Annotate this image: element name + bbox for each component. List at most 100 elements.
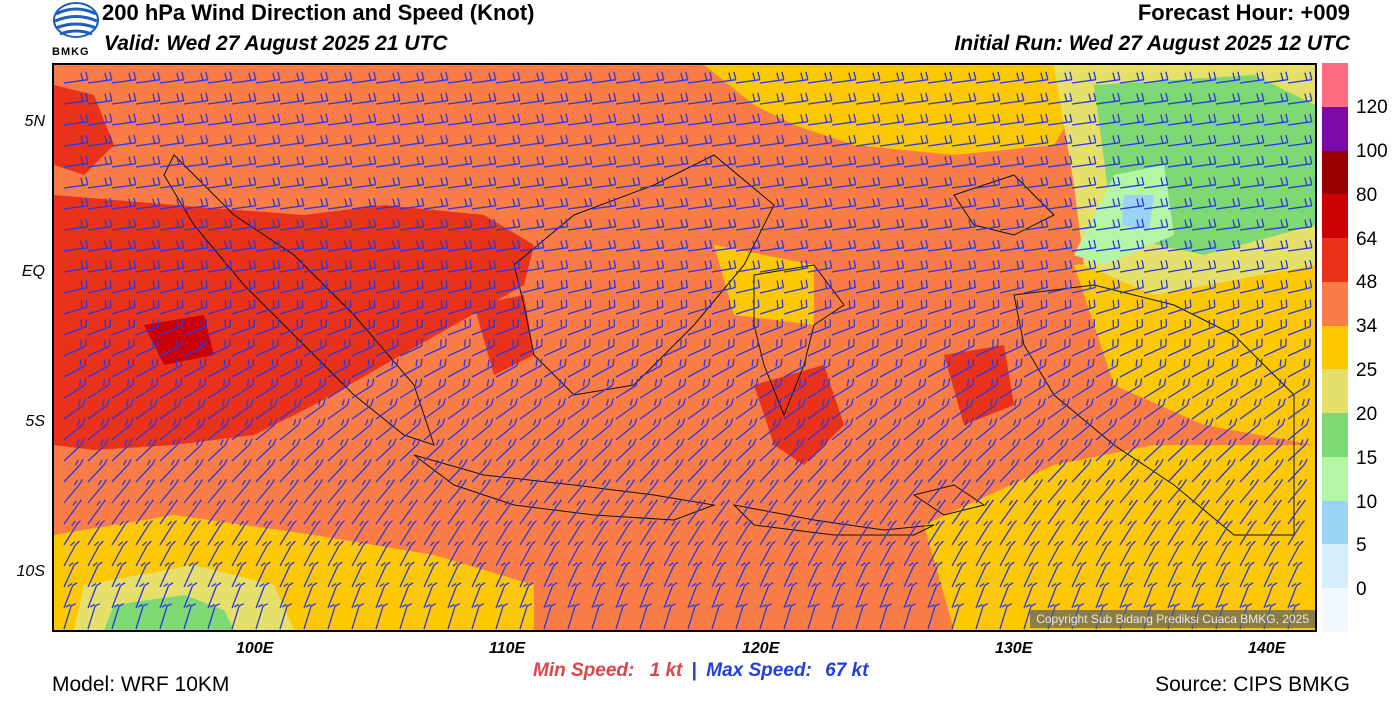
wind-barb — [855, 582, 870, 609]
wind-barb — [951, 540, 968, 567]
wind-barb — [87, 318, 112, 336]
wind-barb — [687, 338, 711, 357]
wind-barb — [399, 92, 425, 105]
wind-barb — [1119, 458, 1140, 483]
wind-barb — [615, 299, 640, 315]
wind-barb — [1023, 176, 1049, 189]
wind-barb — [711, 134, 737, 147]
wind-barb — [111, 239, 137, 252]
wind-barb — [591, 92, 617, 105]
wind-barb — [855, 438, 877, 462]
wind-barb — [999, 197, 1025, 210]
wind-barb — [399, 279, 425, 294]
wind-barb — [1095, 398, 1118, 420]
wind-barb — [567, 499, 587, 525]
wind-barb — [1119, 279, 1145, 294]
wind-barb — [1071, 71, 1097, 84]
wind-barb — [999, 259, 1025, 273]
wind-barb — [1287, 318, 1312, 336]
wind-barb — [207, 520, 225, 546]
wind-barb — [1239, 259, 1265, 273]
wind-barb — [447, 318, 472, 336]
wind-barb — [1119, 239, 1145, 252]
wind-barb — [1095, 438, 1117, 462]
wind-barb — [687, 176, 713, 189]
wind-barb — [1143, 458, 1164, 483]
wind-barb — [543, 176, 569, 189]
wind-barb — [111, 582, 126, 609]
wind-barb — [1095, 338, 1119, 357]
wind-barb — [111, 378, 135, 399]
wind-barb — [975, 603, 989, 630]
wind-barb — [159, 458, 180, 483]
wind-barb — [471, 358, 495, 378]
wind-barb — [183, 218, 209, 231]
wind-barb — [687, 134, 713, 147]
wind-barb — [495, 582, 510, 609]
wind-barb — [1215, 378, 1239, 399]
wind-barb — [1215, 582, 1230, 609]
wind-barb — [711, 338, 735, 357]
lon-label-130e: 130E — [995, 640, 1033, 657]
wind-barb — [279, 398, 302, 420]
wind-barb — [87, 603, 101, 630]
wind-barb — [1215, 479, 1236, 504]
wind-barb — [783, 438, 805, 462]
wind-barb — [1215, 176, 1241, 189]
wind-barb — [951, 520, 969, 546]
wind-barb — [279, 218, 305, 231]
wind-barb — [255, 113, 281, 126]
wind-barb — [423, 582, 438, 609]
wind-barb — [831, 218, 857, 231]
wind-barb — [303, 458, 324, 483]
wind-barb — [975, 438, 997, 462]
wind-barb — [207, 259, 233, 273]
wind-barb — [687, 499, 707, 525]
wind-barb — [639, 113, 665, 126]
wind-barb — [1239, 438, 1261, 462]
wind-barb — [975, 239, 1001, 252]
wind-barb — [927, 279, 953, 294]
wind-barb — [1143, 540, 1160, 567]
wind-barb — [183, 458, 204, 483]
wind-barb — [447, 259, 473, 273]
lat-label-5n: 5N — [24, 113, 45, 130]
wind-barb — [207, 358, 231, 378]
wind-barb — [1287, 520, 1305, 546]
wind-barb — [879, 499, 899, 525]
wind-barb — [735, 279, 761, 294]
wind-barb — [951, 134, 977, 147]
wind-barb — [903, 499, 923, 525]
wind-barb — [495, 239, 521, 252]
wind-barb — [615, 92, 641, 105]
wind-barb — [543, 318, 568, 336]
wind-barb — [1095, 418, 1118, 441]
wind-barb — [903, 318, 928, 336]
wind-barb — [1143, 499, 1163, 525]
wind-barb — [975, 582, 990, 609]
wind-barb — [447, 458, 468, 483]
wind-barb — [807, 438, 829, 462]
wind-barb — [711, 561, 727, 588]
wind-barb — [735, 418, 758, 441]
wind-barb — [951, 458, 972, 483]
max-core — [144, 315, 214, 365]
wind-barb — [87, 561, 103, 588]
wind-barb — [927, 479, 948, 504]
wind-barb — [927, 134, 953, 147]
min-speed-value: 1 kt — [649, 660, 683, 681]
wind-barb — [471, 134, 497, 147]
wind-barb — [207, 561, 223, 588]
wind-barb — [255, 71, 281, 84]
wind-barb — [183, 561, 199, 588]
wind-barb — [783, 540, 800, 567]
wind-barb — [543, 155, 569, 168]
wind-barb — [255, 299, 280, 315]
wind-barb — [1263, 113, 1289, 126]
wind-barb — [999, 218, 1025, 231]
wind-barb — [183, 418, 206, 441]
jet-core-nw — [54, 85, 114, 175]
wind-barb — [687, 398, 710, 420]
wind-barb — [591, 197, 617, 210]
wind-barb — [1191, 176, 1217, 189]
